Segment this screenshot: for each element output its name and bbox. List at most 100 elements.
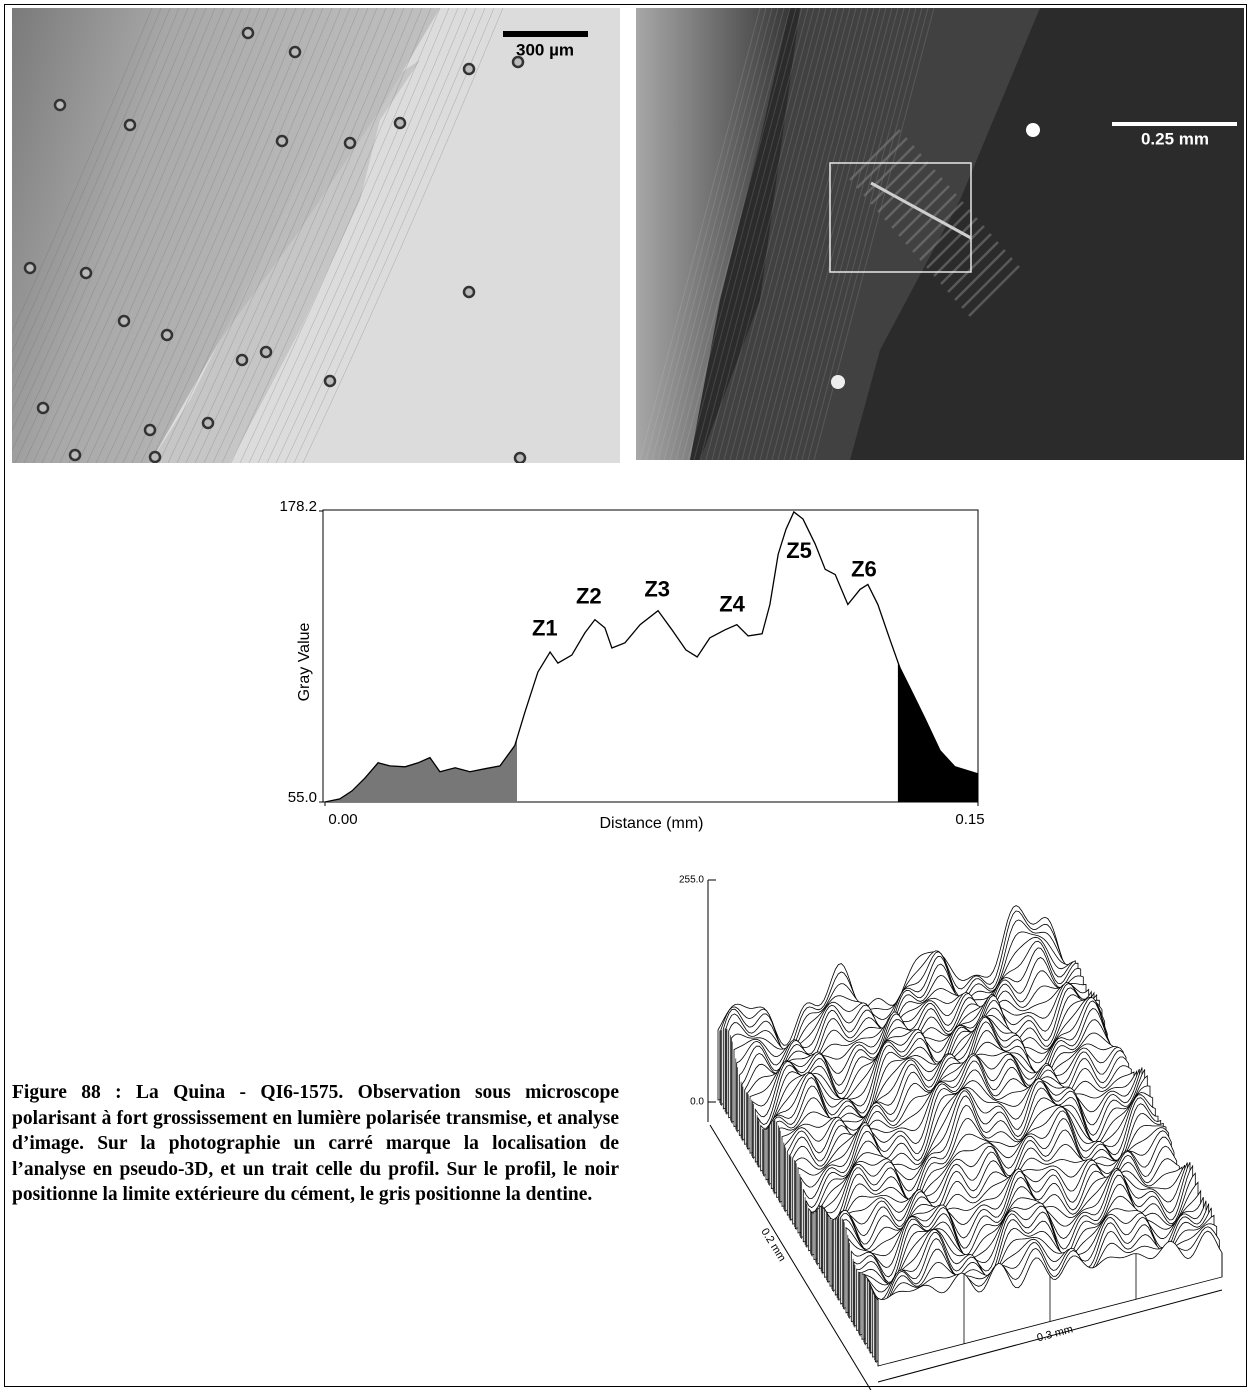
spot — [259, 345, 273, 359]
band — [968, 265, 1020, 317]
stripe — [639, 8, 761, 460]
spot — [513, 451, 527, 463]
stripe — [284, 8, 486, 463]
stripe — [759, 8, 881, 460]
stripe — [149, 8, 351, 463]
bright-spot — [1026, 123, 1040, 137]
band — [912, 201, 964, 253]
stripe — [795, 8, 917, 460]
profile-line — [324, 510, 979, 803]
y-tick-label: 178.2 — [279, 498, 317, 515]
spot — [160, 328, 174, 342]
stripe — [753, 8, 875, 460]
right-photo: 0.25 mm — [636, 8, 1244, 460]
stripe — [302, 8, 504, 463]
stripe — [158, 8, 360, 463]
stripe — [12, 8, 162, 354]
stripe — [122, 8, 324, 463]
stripe — [77, 8, 279, 463]
stripes — [639, 8, 1020, 460]
band — [961, 257, 1013, 309]
band — [940, 233, 992, 285]
spot — [143, 423, 157, 437]
stripe — [257, 8, 459, 463]
cement-band — [700, 8, 1040, 460]
stripe — [86, 8, 288, 463]
stripe — [657, 8, 779, 460]
stripe — [131, 8, 333, 463]
spot — [323, 374, 337, 388]
spot — [393, 116, 407, 130]
stripe — [789, 8, 911, 460]
stripe — [699, 8, 821, 460]
stripe — [185, 8, 387, 463]
stripe — [95, 8, 297, 463]
left-photo: 300 µm — [12, 8, 620, 463]
band — [891, 177, 943, 229]
stripe — [203, 8, 405, 463]
band — [926, 217, 978, 269]
stripe — [693, 8, 815, 460]
annotation: Z3 — [644, 576, 670, 601]
x-tick-label: 0.15 — [955, 811, 984, 828]
stripe — [675, 8, 797, 460]
stripe — [41, 8, 243, 463]
stripe — [12, 8, 207, 451]
stripe — [104, 8, 306, 463]
stripe — [771, 8, 893, 460]
spot — [343, 136, 357, 150]
stripe — [12, 8, 189, 413]
stripe — [248, 8, 450, 463]
frame — [4, 4, 1247, 1387]
stripe — [167, 8, 369, 463]
stripe — [765, 8, 887, 460]
stripe — [729, 8, 851, 460]
band — [849, 129, 901, 181]
spot — [117, 314, 131, 328]
stripe — [801, 8, 923, 460]
stripe — [717, 8, 839, 460]
spot — [123, 118, 137, 132]
plot-frame — [322, 509, 979, 803]
bright-region — [636, 8, 790, 460]
spot — [23, 261, 37, 275]
z-tick-label: 255.0 — [679, 875, 704, 886]
band — [884, 169, 936, 221]
shaded-region — [325, 738, 517, 802]
band — [919, 209, 971, 261]
band — [877, 161, 929, 213]
y-tick-label: 55.0 — [288, 789, 317, 806]
stripe — [59, 8, 261, 463]
spot — [148, 450, 162, 463]
stripe — [12, 8, 153, 334]
spot — [79, 266, 93, 280]
spot — [241, 26, 255, 40]
stripe — [723, 8, 845, 460]
stripe — [669, 8, 791, 460]
stripe — [275, 8, 477, 463]
stripe — [687, 8, 809, 460]
spot — [235, 353, 249, 367]
spot — [462, 62, 476, 76]
annotation: Z5 — [786, 538, 812, 563]
stripe — [68, 8, 270, 463]
stripe — [711, 8, 833, 460]
annotation: Z6 — [851, 556, 877, 581]
spot — [288, 45, 302, 59]
stripe — [12, 8, 180, 393]
stripe — [741, 8, 863, 460]
profile-line — [870, 181, 972, 240]
z-tick-label: 0.0 — [690, 1097, 704, 1108]
stripe — [777, 8, 899, 460]
stripe — [32, 8, 234, 463]
stripe — [50, 8, 252, 463]
bright-spot — [831, 375, 845, 389]
scale-bar — [503, 31, 588, 37]
stripe — [663, 8, 785, 460]
stripe — [807, 8, 929, 460]
shaded-region — [897, 661, 978, 802]
annotation: Z2 — [576, 583, 602, 608]
spot — [68, 448, 82, 462]
